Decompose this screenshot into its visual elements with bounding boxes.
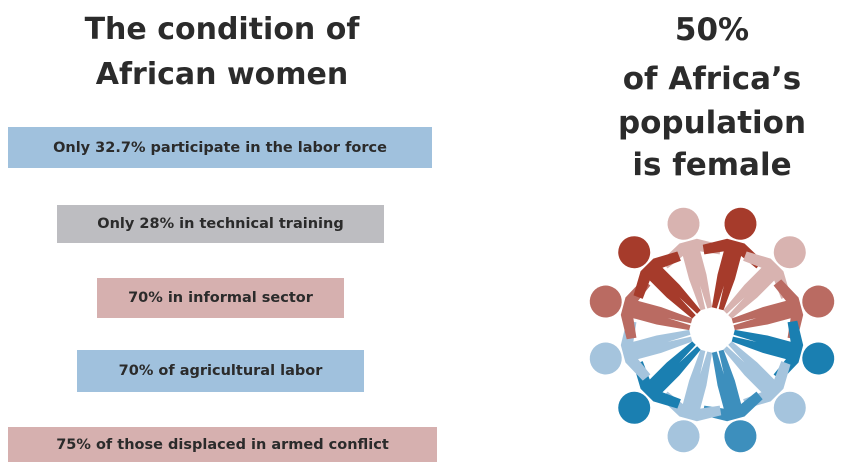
- headline: of Africa’s: [622, 61, 802, 97]
- fact-box: 70% of agricultural labor: [77, 350, 364, 392]
- fact-box: 70% in informal sector: [97, 278, 344, 318]
- left-title: The condition of: [84, 12, 360, 47]
- fact-box: Only 32.7% participate in the labor forc…: [8, 127, 432, 168]
- headline: is female: [632, 147, 792, 183]
- headline: 50%: [674, 12, 750, 48]
- headline: population: [617, 105, 807, 141]
- left-title: African women: [95, 57, 349, 92]
- ring: [582, 200, 842, 460]
- fact-box: 75% of those displaced in armed conflict: [8, 427, 437, 462]
- fact-box: Only 28% in technical training: [57, 205, 384, 243]
